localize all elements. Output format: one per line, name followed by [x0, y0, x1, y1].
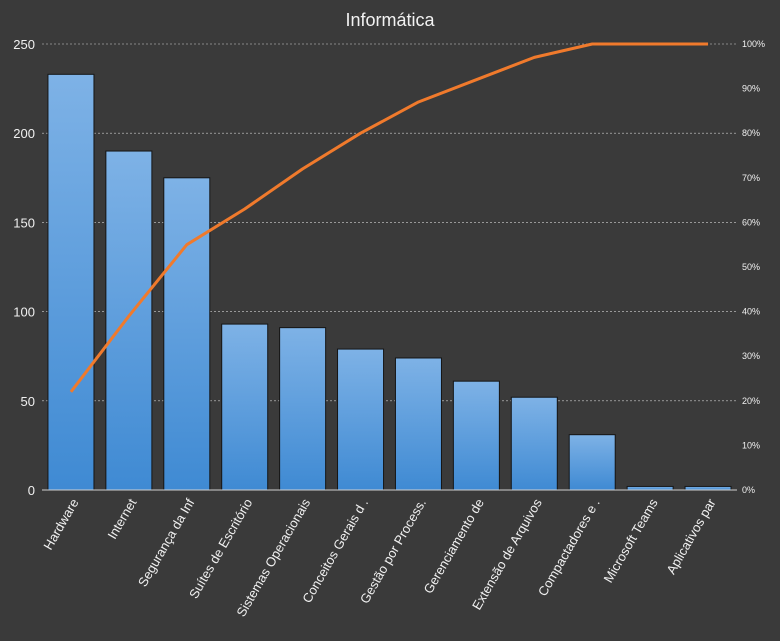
- bar: [568, 434, 616, 491]
- y-tick-label: 50: [21, 394, 35, 409]
- y-tick-label: 150: [13, 215, 35, 230]
- y-tick-label: 100: [13, 305, 35, 320]
- y2-tick-label: 100%: [742, 39, 765, 49]
- y2-tick-label: 40%: [742, 307, 760, 317]
- y2-tick-label: 50%: [742, 262, 760, 272]
- bar-series: [47, 73, 732, 491]
- bar: [279, 327, 327, 491]
- bar: [684, 485, 732, 491]
- bar: [221, 323, 269, 491]
- y-tick-label: 200: [13, 126, 35, 141]
- y2-tick-label: 90%: [742, 84, 760, 94]
- y2-tick-label: 70%: [742, 173, 760, 183]
- cumulative-line: [69, 42, 709, 393]
- bar: [47, 73, 95, 491]
- y2-tick-label: 30%: [742, 351, 760, 361]
- bar: [163, 177, 211, 491]
- y2-tick-label: 0%: [742, 485, 755, 495]
- y2-tick-label: 20%: [742, 396, 760, 406]
- bar: [394, 357, 442, 491]
- y-tick-label: 250: [13, 37, 35, 52]
- y2-tick-label: 80%: [742, 128, 760, 138]
- chart-title: Informática: [345, 10, 435, 30]
- bar: [510, 396, 558, 491]
- bar: [337, 348, 385, 491]
- bar: [452, 380, 500, 491]
- y2-tick-label: 60%: [742, 217, 760, 227]
- cumulative-line-series: [69, 42, 709, 393]
- y2-tick-label: 10%: [742, 440, 760, 450]
- bar: [105, 150, 153, 491]
- bar: [626, 485, 674, 491]
- y-tick-label: 0: [28, 483, 35, 498]
